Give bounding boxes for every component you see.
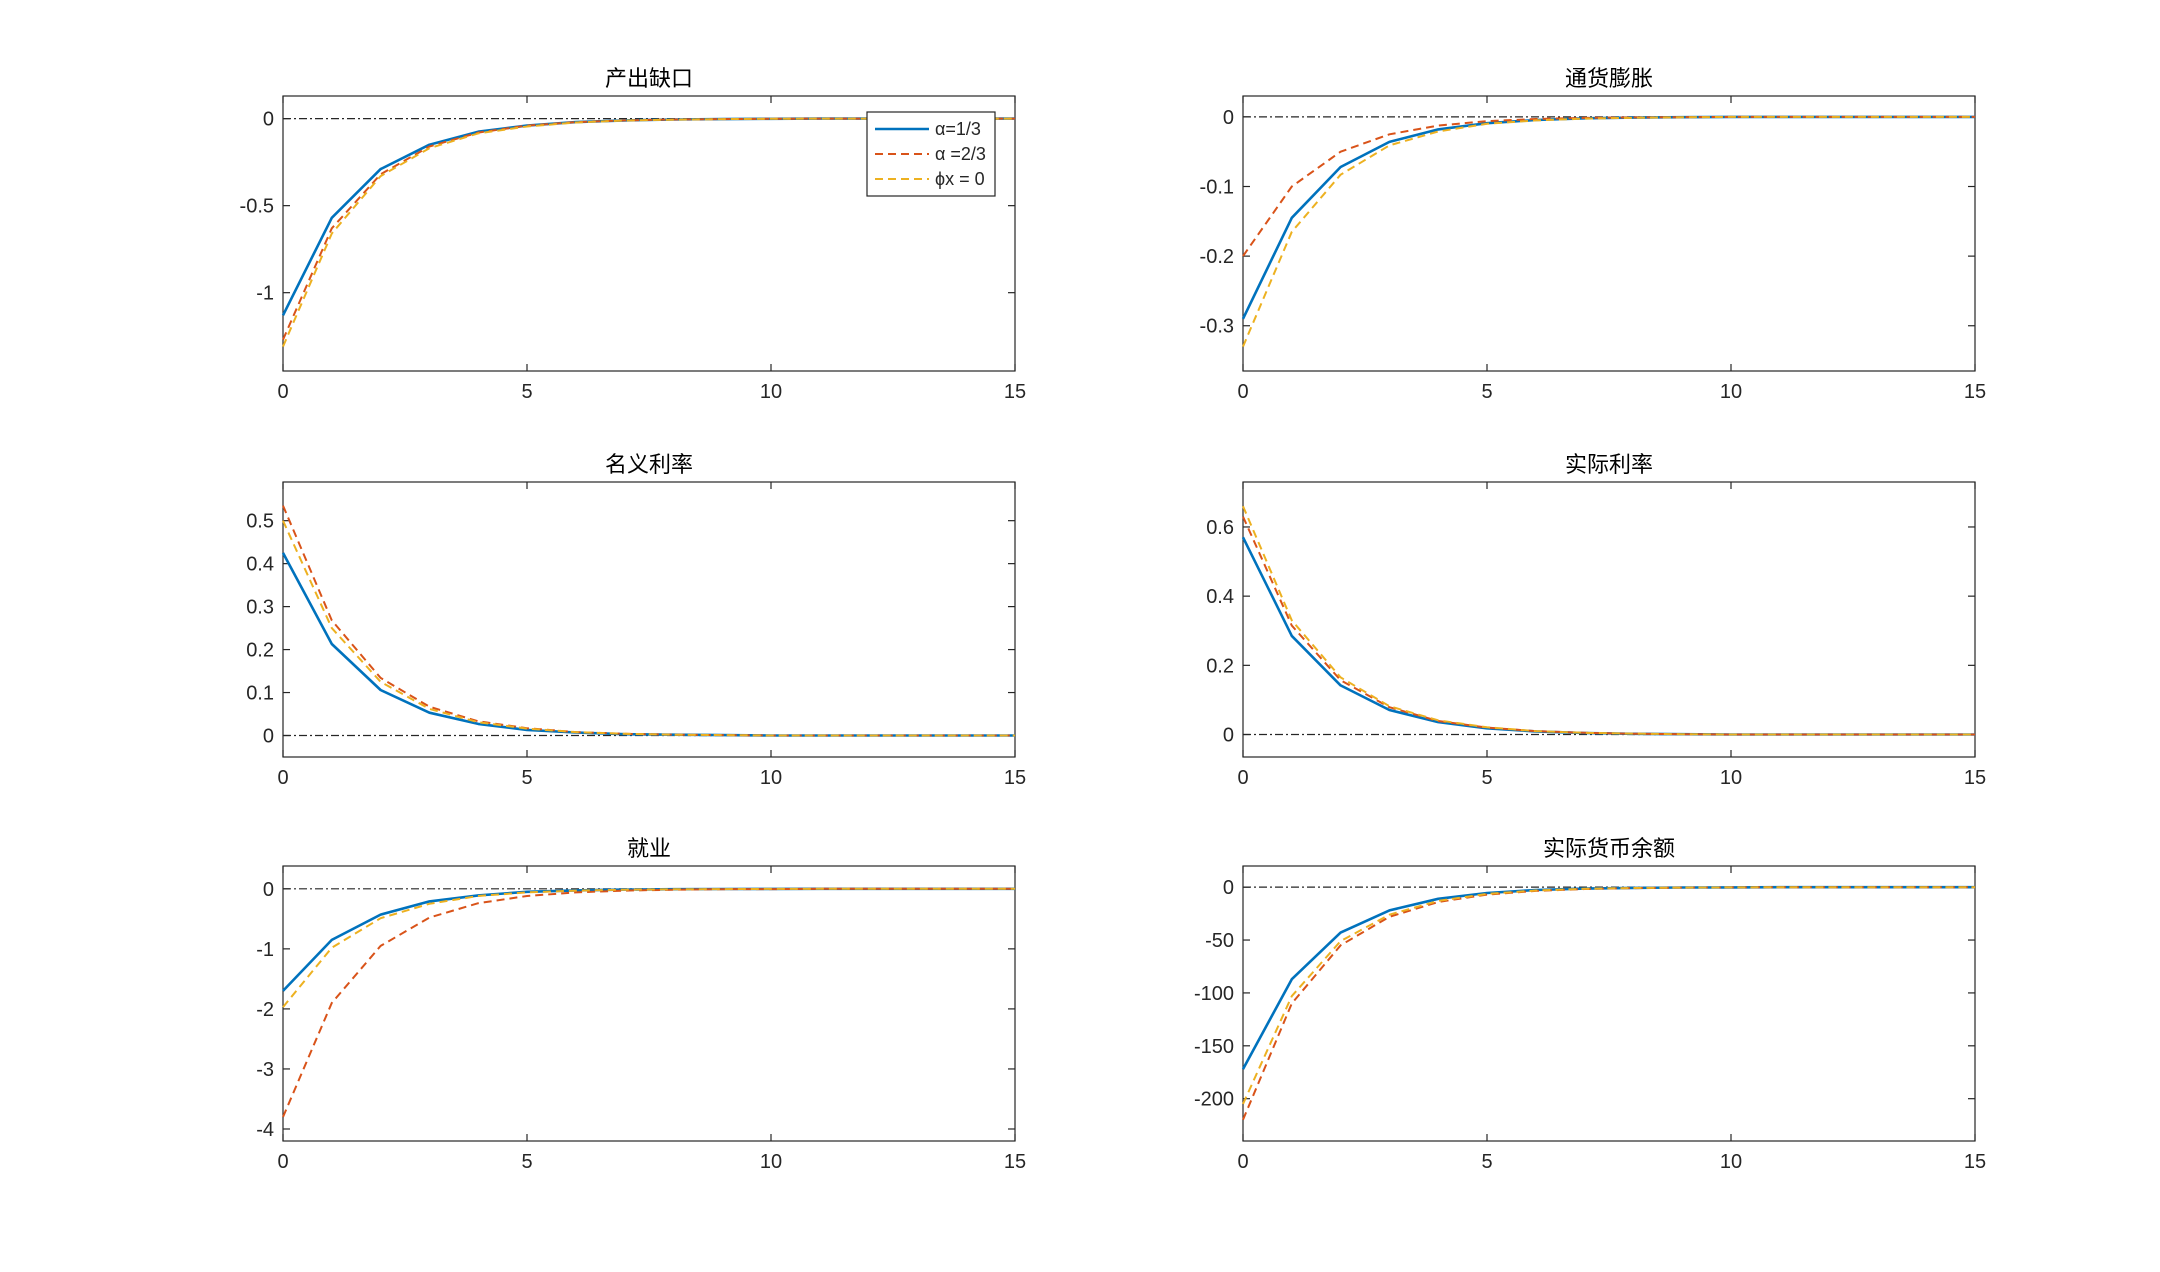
x-tick-label: 15 [1004,1151,1026,1173]
y-tick-label: 0 [263,879,274,901]
y-tick-label: 0.1 [246,683,274,705]
x-tick-label: 10 [1720,767,1742,789]
panel-real-rate: 0 5 10 15 0 0.2 0.4 0.6 实际利率 [1206,453,1986,789]
y-tick-label: -200 [1194,1089,1234,1111]
y-tick-label: -0.2 [1200,246,1234,268]
y-tick-label: -1 [256,283,274,305]
axes-box [282,865,1016,1142]
y-tick-label: 0.2 [1206,655,1234,677]
x-tick-label: 15 [1004,381,1026,403]
legend-label-3: ϕx = 0 [935,169,985,189]
axes-box [1242,481,1976,758]
y-tick-label: -2 [256,999,274,1021]
y-tick-label: 0.5 [246,511,274,533]
x-tick-label: 0 [277,381,288,403]
series-line-2 [282,887,1015,1118]
x-tick-label: 5 [521,381,532,403]
y-tick-label: 0 [263,109,274,131]
x-tick-label: 0 [1237,381,1248,403]
panel-title: 名义利率 [605,453,693,478]
panel-employment: 0 5 10 15 0 -1 -2 -3 -4 就业 [256,837,1026,1173]
x-tick-label: 5 [521,1151,532,1173]
x-tick-label: 15 [1964,381,1986,403]
panel-inflation: 0 5 10 15 0 -0.1 -0.2 -0.3 通货膨胀 [1200,67,1987,403]
panel-title: 实际利率 [1565,453,1653,478]
x-tick-label: 10 [1720,1151,1742,1173]
axes-box [1242,95,1976,372]
panel-title: 就业 [627,837,671,862]
y-tick-label: 0 [1223,877,1234,899]
y-tick-label: 0.4 [1206,586,1234,608]
legend: α=1/3 α =2/3 ϕx = 0 [866,111,996,197]
series-line-3 [1242,115,1975,347]
x-tick-label: 0 [277,1151,288,1173]
y-tick-label: 0.6 [1206,517,1234,539]
y-tick-label: 0 [263,726,274,748]
series-line-3 [1242,505,1975,736]
panel-title: 通货膨胀 [1565,67,1653,92]
series-line-3 [1242,886,1975,1105]
y-tick-label: -0.5 [240,196,274,218]
y-tick-label: -4 [256,1119,274,1141]
y-tick-label: 0.4 [246,554,274,576]
panel-real-money-balance: 0 5 10 15 0 -50 -100 -150 -200 实际货币余额 [1194,837,1986,1173]
y-tick-label: -1 [256,939,274,961]
y-tick-label: -0.1 [1200,177,1234,199]
legend-label-2: α =2/3 [935,144,986,164]
x-tick-label: 15 [1004,767,1026,789]
x-tick-label: 10 [1720,381,1742,403]
panel-nominal-rate: 0 5 10 15 0 0.1 0.2 0.3 0.4 0.5 名义利率 [246,453,1026,789]
x-tick-label: 10 [760,381,782,403]
series-line-3 [282,520,1015,737]
x-tick-label: 10 [760,767,782,789]
panel-title: 实际货币余额 [1543,837,1675,862]
legend-label-1: α=1/3 [935,119,981,139]
y-tick-label: -50 [1205,930,1234,952]
y-tick-label: -0.3 [1200,316,1234,338]
y-tick-label: 0 [1223,725,1234,747]
panel-title: 产出缺口 [605,67,693,92]
x-tick-label: 10 [760,1151,782,1173]
axes-box [282,481,1016,758]
y-tick-label: -100 [1194,983,1234,1005]
y-tick-label: 0.2 [246,640,274,662]
y-tick-label: 0 [1223,107,1234,129]
x-tick-label: 0 [277,767,288,789]
series-line-2 [282,505,1015,737]
x-tick-label: 5 [521,767,532,789]
x-tick-label: 5 [1481,1151,1492,1173]
y-tick-label: -150 [1194,1036,1234,1058]
series-line-3 [282,887,1015,1008]
axes-box [1242,865,1976,1142]
x-tick-label: 0 [1237,1151,1248,1173]
series-line-2 [1242,115,1975,257]
y-tick-label: 0.3 [246,597,274,619]
series-line-2 [1242,516,1975,736]
y-tick-label: -3 [256,1059,274,1081]
x-tick-label: 15 [1964,767,1986,789]
x-tick-label: 5 [1481,767,1492,789]
x-tick-label: 15 [1964,1151,1986,1173]
x-tick-label: 0 [1237,767,1248,789]
x-tick-label: 5 [1481,381,1492,403]
